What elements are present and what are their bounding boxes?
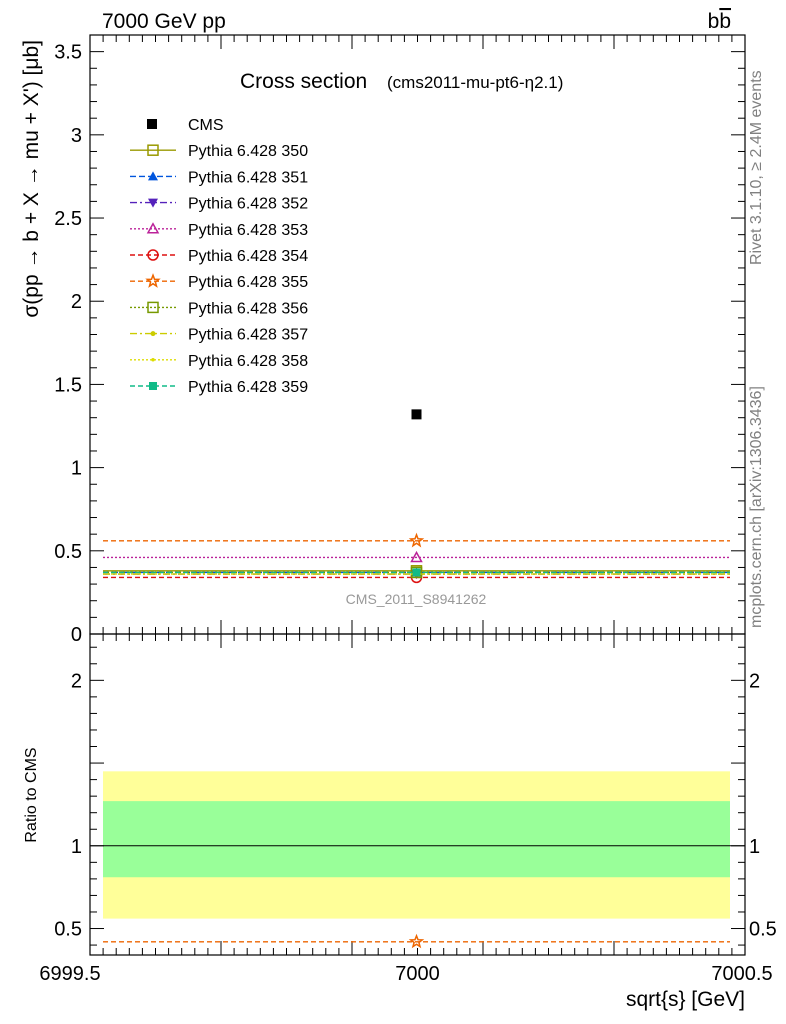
y-tick-label: 0 bbox=[71, 624, 82, 646]
ratio-y-tick-label-right: 0.5 bbox=[749, 919, 777, 941]
ratio-y-axis-label: Ratio to CMS bbox=[23, 747, 40, 842]
legend-label: Pythia 6.428 352 bbox=[188, 196, 308, 213]
marker-triangle-open bbox=[410, 550, 423, 563]
x-tick-label: 6999.5 bbox=[39, 963, 100, 985]
legend-label: Pythia 6.428 350 bbox=[188, 143, 308, 160]
legend-label: Pythia 6.428 353 bbox=[188, 222, 308, 239]
marker-star bbox=[408, 532, 425, 548]
marker-square bbox=[149, 382, 157, 390]
y-tick-label: 3.5 bbox=[54, 42, 82, 64]
legend-label: Pythia 6.428 358 bbox=[188, 353, 308, 370]
legend-label: Pythia 6.428 357 bbox=[188, 327, 308, 344]
chart-subtitle: (cms2011-mu-pt6-η2.1) bbox=[387, 73, 563, 92]
y-tick-label: 1.5 bbox=[54, 374, 82, 396]
legend-label: Pythia 6.428 351 bbox=[188, 169, 308, 186]
main-data-layer bbox=[103, 409, 730, 584]
process-label: bb bbox=[708, 10, 731, 33]
analysis-watermark: CMS_2011_S8941262 bbox=[346, 591, 487, 607]
ratio-axes: 0.5 0.5 1 1 2 2 6999.5 7000 7000.5 bbox=[39, 633, 777, 985]
x-axis-label: sqrt{s} [GeV] bbox=[626, 988, 745, 1011]
marker-square-open bbox=[147, 301, 159, 314]
x-tick-label: 7000 bbox=[395, 963, 440, 985]
ratio-y-tick-label-right: 2 bbox=[749, 670, 760, 692]
y-tick-label: 2.5 bbox=[54, 208, 82, 230]
ratio-y-tick-label-left: 2 bbox=[71, 670, 82, 692]
ratio-y-tick-label-left: 1 bbox=[71, 836, 82, 858]
legend-label: CMS bbox=[188, 117, 224, 134]
y-tick-label: 1 bbox=[71, 458, 82, 480]
legend-label: Pythia 6.428 355 bbox=[188, 274, 308, 291]
marker-dot bbox=[150, 331, 156, 337]
collision-energy-label: 7000 GeV pp bbox=[102, 10, 226, 33]
marker-star bbox=[145, 273, 161, 288]
main-axes: 0 0.5 1 1.5 2 2.5 3 3.5 bbox=[54, 34, 746, 646]
marker-triangle-open bbox=[146, 222, 160, 234]
legend: CMS Pythia 6.428 350 Pythia 6.428 351 Pythi… bbox=[130, 117, 308, 396]
ratio-y-tick-label-right: 1 bbox=[749, 836, 760, 858]
y-tick-label: 0.5 bbox=[54, 541, 82, 563]
cms-data-point bbox=[411, 409, 422, 420]
marker-triangle-down bbox=[148, 198, 158, 208]
legend-label: Pythia 6.428 356 bbox=[188, 300, 308, 317]
marker-triangle-up bbox=[148, 171, 158, 181]
marker-square bbox=[412, 568, 421, 577]
ratio-y-tick-label-left: 0.5 bbox=[54, 919, 82, 941]
ratio-uncertainty-bands bbox=[103, 771, 730, 919]
y-tick-label: 2 bbox=[71, 291, 82, 313]
legend-label: Pythia 6.428 359 bbox=[188, 379, 308, 396]
x-tick-label: 7000.5 bbox=[711, 963, 772, 985]
main-y-axis-label: σ(pp → b + X → mu + X') [μb] bbox=[20, 40, 43, 318]
legend-cms-marker bbox=[147, 119, 157, 129]
legend-label: Pythia 6.428 354 bbox=[188, 248, 308, 265]
rivet-version-label: Rivet 3.1.10, ≥ 2.4M events bbox=[748, 70, 765, 265]
y-tick-label: 3 bbox=[71, 125, 82, 147]
marker-star bbox=[408, 933, 425, 949]
marker-square-open bbox=[147, 144, 159, 156]
ratio-data-layer bbox=[103, 933, 730, 949]
marker-dot-small bbox=[151, 358, 155, 362]
inner-uncertainty-band bbox=[103, 801, 730, 878]
mcplots-reference-label: mcplots.cern.ch [arXiv:1306.3436] bbox=[748, 386, 765, 628]
marker-circle-open bbox=[147, 249, 159, 261]
chart-title: Cross section bbox=[240, 70, 367, 93]
